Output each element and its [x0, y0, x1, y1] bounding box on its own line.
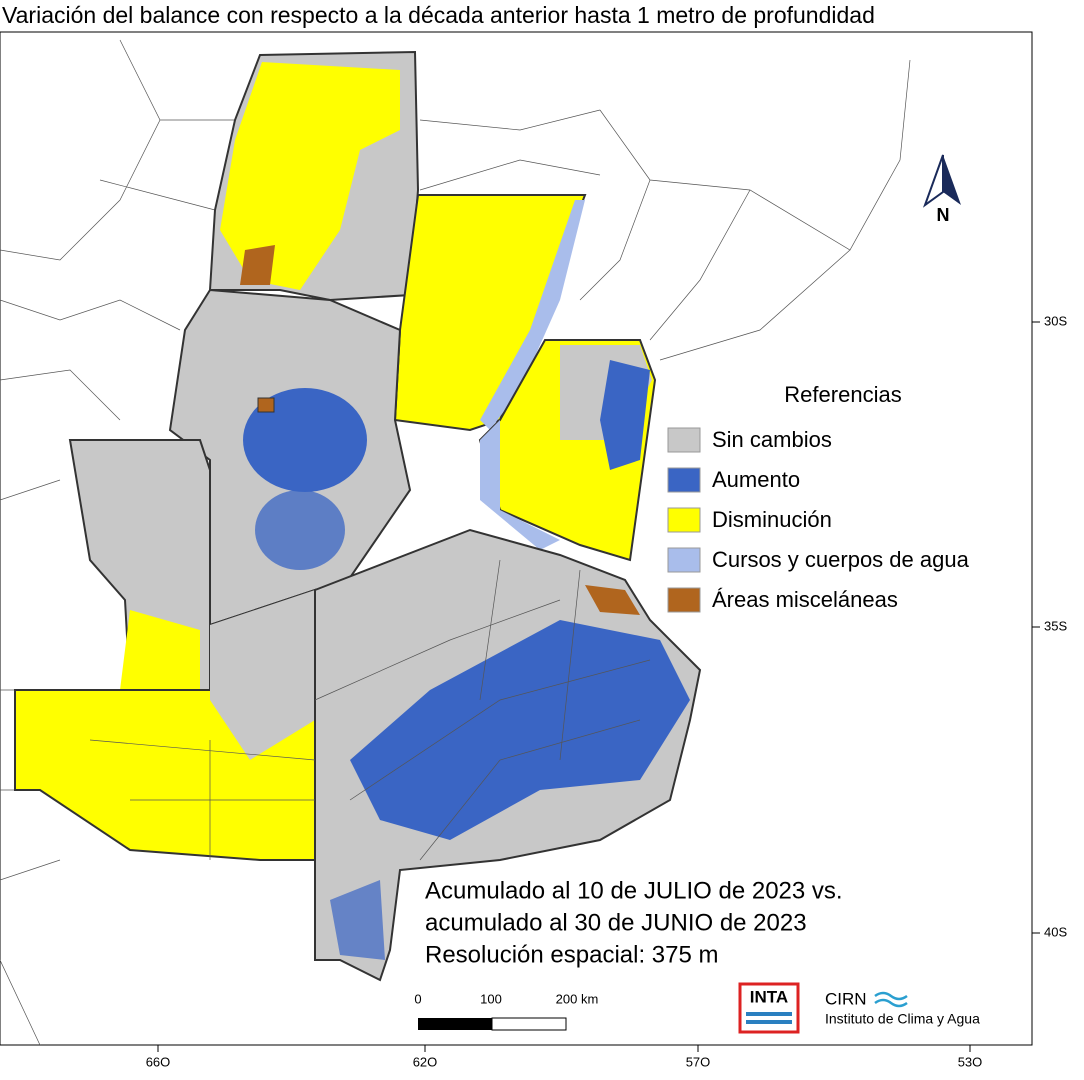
- cirn-logo: CIRN: [825, 989, 867, 1008]
- legend-swatch: [667, 507, 701, 533]
- longitude-label: 62O: [413, 1054, 438, 1069]
- institute-name: Instituto de Clima y Agua: [825, 1011, 980, 1027]
- legend-swatch: [667, 547, 701, 573]
- legend-label: Disminución: [712, 507, 832, 532]
- map-title: Variación del balance con respecto a la …: [2, 2, 875, 28]
- scale-label: 100: [480, 991, 502, 1006]
- scale-bar: 0 100 200 km: [414, 991, 599, 1031]
- legend-swatch: [667, 427, 701, 453]
- legend-label: Áreas misceláneas: [712, 587, 898, 612]
- legend: Referencias Sin cambios Aumento Disminució…: [667, 382, 970, 613]
- legend-swatch: [667, 587, 701, 613]
- annotation-line: Resolución espacial: 375 m: [425, 941, 719, 968]
- longitude-label: 53O: [958, 1054, 983, 1069]
- latitude-label: 35S: [1044, 618, 1067, 633]
- scale-label: 200 km: [556, 991, 599, 1006]
- legend-label: Aumento: [712, 467, 800, 492]
- neighbour-boundaries: [0, 39, 911, 1046]
- legend-title: Referencias: [784, 382, 901, 407]
- annotation: Acumulado al 10 de JULIO de 2023 vs. acu…: [425, 877, 843, 968]
- north-label: N: [937, 205, 950, 225]
- annotation-line: Acumulado al 10 de JULIO de 2023 vs.: [425, 877, 843, 904]
- graticule-labels: 30S 35S 40S 66O 62O 57O 53O: [146, 313, 1068, 1069]
- latitude-label: 30S: [1044, 313, 1067, 328]
- inta-logo: INTA: [750, 987, 788, 1006]
- annotation-line: acumulado al 30 de JUNIO de 2023: [425, 909, 807, 936]
- provinces: [14, 50, 702, 982]
- longitude-label: 57O: [686, 1054, 711, 1069]
- latitude-label: 40S: [1044, 924, 1067, 939]
- logos: INTA CIRN Instituto de Clima y Agua: [738, 982, 980, 1034]
- legend-label: Cursos y cuerpos de agua: [712, 547, 970, 572]
- legend-label: Sin cambios: [712, 427, 832, 452]
- legend-swatch: [667, 467, 701, 493]
- longitude-label: 66O: [146, 1054, 171, 1069]
- scale-label: 0: [414, 991, 421, 1006]
- north-arrow: N: [922, 154, 961, 225]
